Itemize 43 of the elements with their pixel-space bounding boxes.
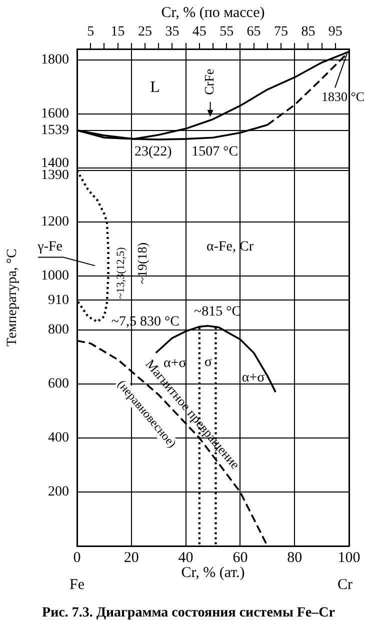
annotation: L bbox=[150, 78, 160, 96]
text: Рис. 7.3. Диаграмма состояния системы Fe–Cr bbox=[42, 606, 335, 621]
y-tick-label: 1600 bbox=[41, 106, 69, 122]
x-axis-title: Cr, % (ат.) bbox=[181, 564, 245, 581]
annotation: 23(22) bbox=[134, 144, 172, 160]
y-tick-label: 1000 bbox=[41, 268, 69, 284]
x2-tick-label: 75 bbox=[274, 24, 288, 40]
x2-tick-label: 15 bbox=[110, 24, 125, 40]
x2-tick-label: 45 bbox=[192, 24, 206, 40]
y-tick-label: 910 bbox=[48, 292, 69, 308]
x2-tick-label: 95 bbox=[328, 24, 342, 40]
text: Cr bbox=[338, 576, 353, 593]
y-tick-label: 600 bbox=[48, 376, 69, 392]
x2-tick-label: 65 bbox=[246, 24, 261, 40]
x-tick-label: 80 bbox=[287, 550, 302, 566]
text: γ-Fe bbox=[36, 239, 62, 254]
y-axis-title: Температура, °C bbox=[5, 248, 20, 346]
annotation: ~13,3(12,5) bbox=[114, 246, 127, 300]
annotation: α+σ bbox=[242, 370, 266, 386]
annotation: 1507 °C bbox=[192, 144, 238, 160]
y-tick-label: 1800 bbox=[41, 52, 69, 68]
annotation: α-Fe, Cr bbox=[206, 239, 254, 254]
x2-tick-label: 35 bbox=[165, 24, 180, 40]
y-tick-label: 400 bbox=[48, 430, 69, 446]
annotation: 1830 °C bbox=[321, 89, 365, 104]
annotation: ~19(18) bbox=[134, 242, 150, 284]
x2-tick-label: 5 bbox=[87, 24, 94, 40]
annotation: σ bbox=[204, 354, 212, 370]
x-tick-label: 20 bbox=[124, 550, 139, 566]
y-tick-label: 800 bbox=[48, 322, 69, 338]
x2-tick-label: 85 bbox=[301, 24, 316, 40]
x-tick-label: 40 bbox=[178, 550, 194, 566]
x2-tick-label: 55 bbox=[220, 24, 234, 40]
x-tick-label: 60 bbox=[232, 550, 248, 566]
y-tick-label: 1539 bbox=[41, 122, 69, 138]
y-tick-label: 200 bbox=[48, 484, 69, 500]
x2-axis-title: Cr, % (по массе) bbox=[161, 4, 265, 21]
x-tick-label: 0 bbox=[73, 550, 81, 566]
x-tick-label: 100 bbox=[338, 550, 360, 566]
annotation: CrFe bbox=[202, 68, 217, 95]
y-tick-label: 1200 bbox=[41, 214, 69, 230]
text: Fe bbox=[70, 576, 85, 593]
x2-tick-label: 25 bbox=[138, 24, 152, 40]
